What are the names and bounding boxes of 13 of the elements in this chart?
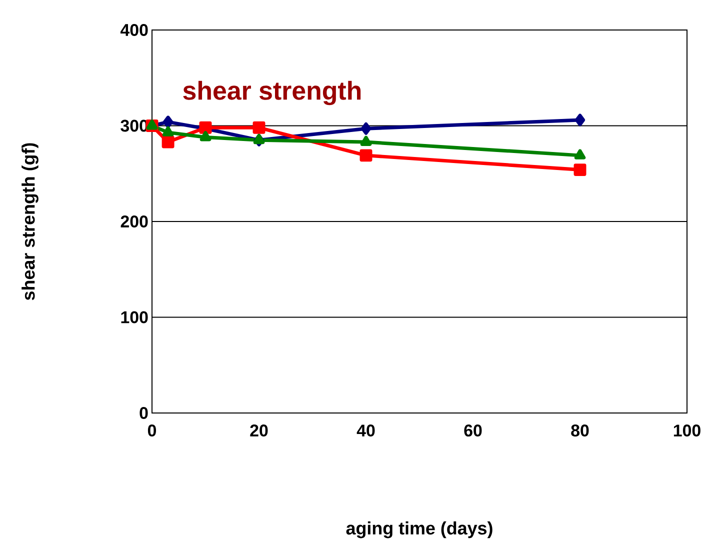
- y-tick-label: 400: [120, 24, 148, 36]
- x-tick-label: 20: [250, 424, 268, 437]
- x-tick-label: 100: [674, 424, 700, 437]
- y-tick-label: 100: [121, 311, 148, 324]
- x-tick-label: 0: [148, 424, 156, 437]
- y-tick-label: 200: [120, 216, 148, 228]
- y-tick-label: 0: [140, 407, 148, 419]
- x-tick-label: 60: [464, 424, 482, 437]
- x-tick-label: 80: [571, 424, 589, 437]
- text: shear strength: [183, 80, 361, 106]
- x-axis-title: aging time (days): [346, 521, 492, 538]
- y-axis-title: shear strength (gf): [22, 143, 38, 300]
- x-tick-label: 40: [356, 424, 375, 437]
